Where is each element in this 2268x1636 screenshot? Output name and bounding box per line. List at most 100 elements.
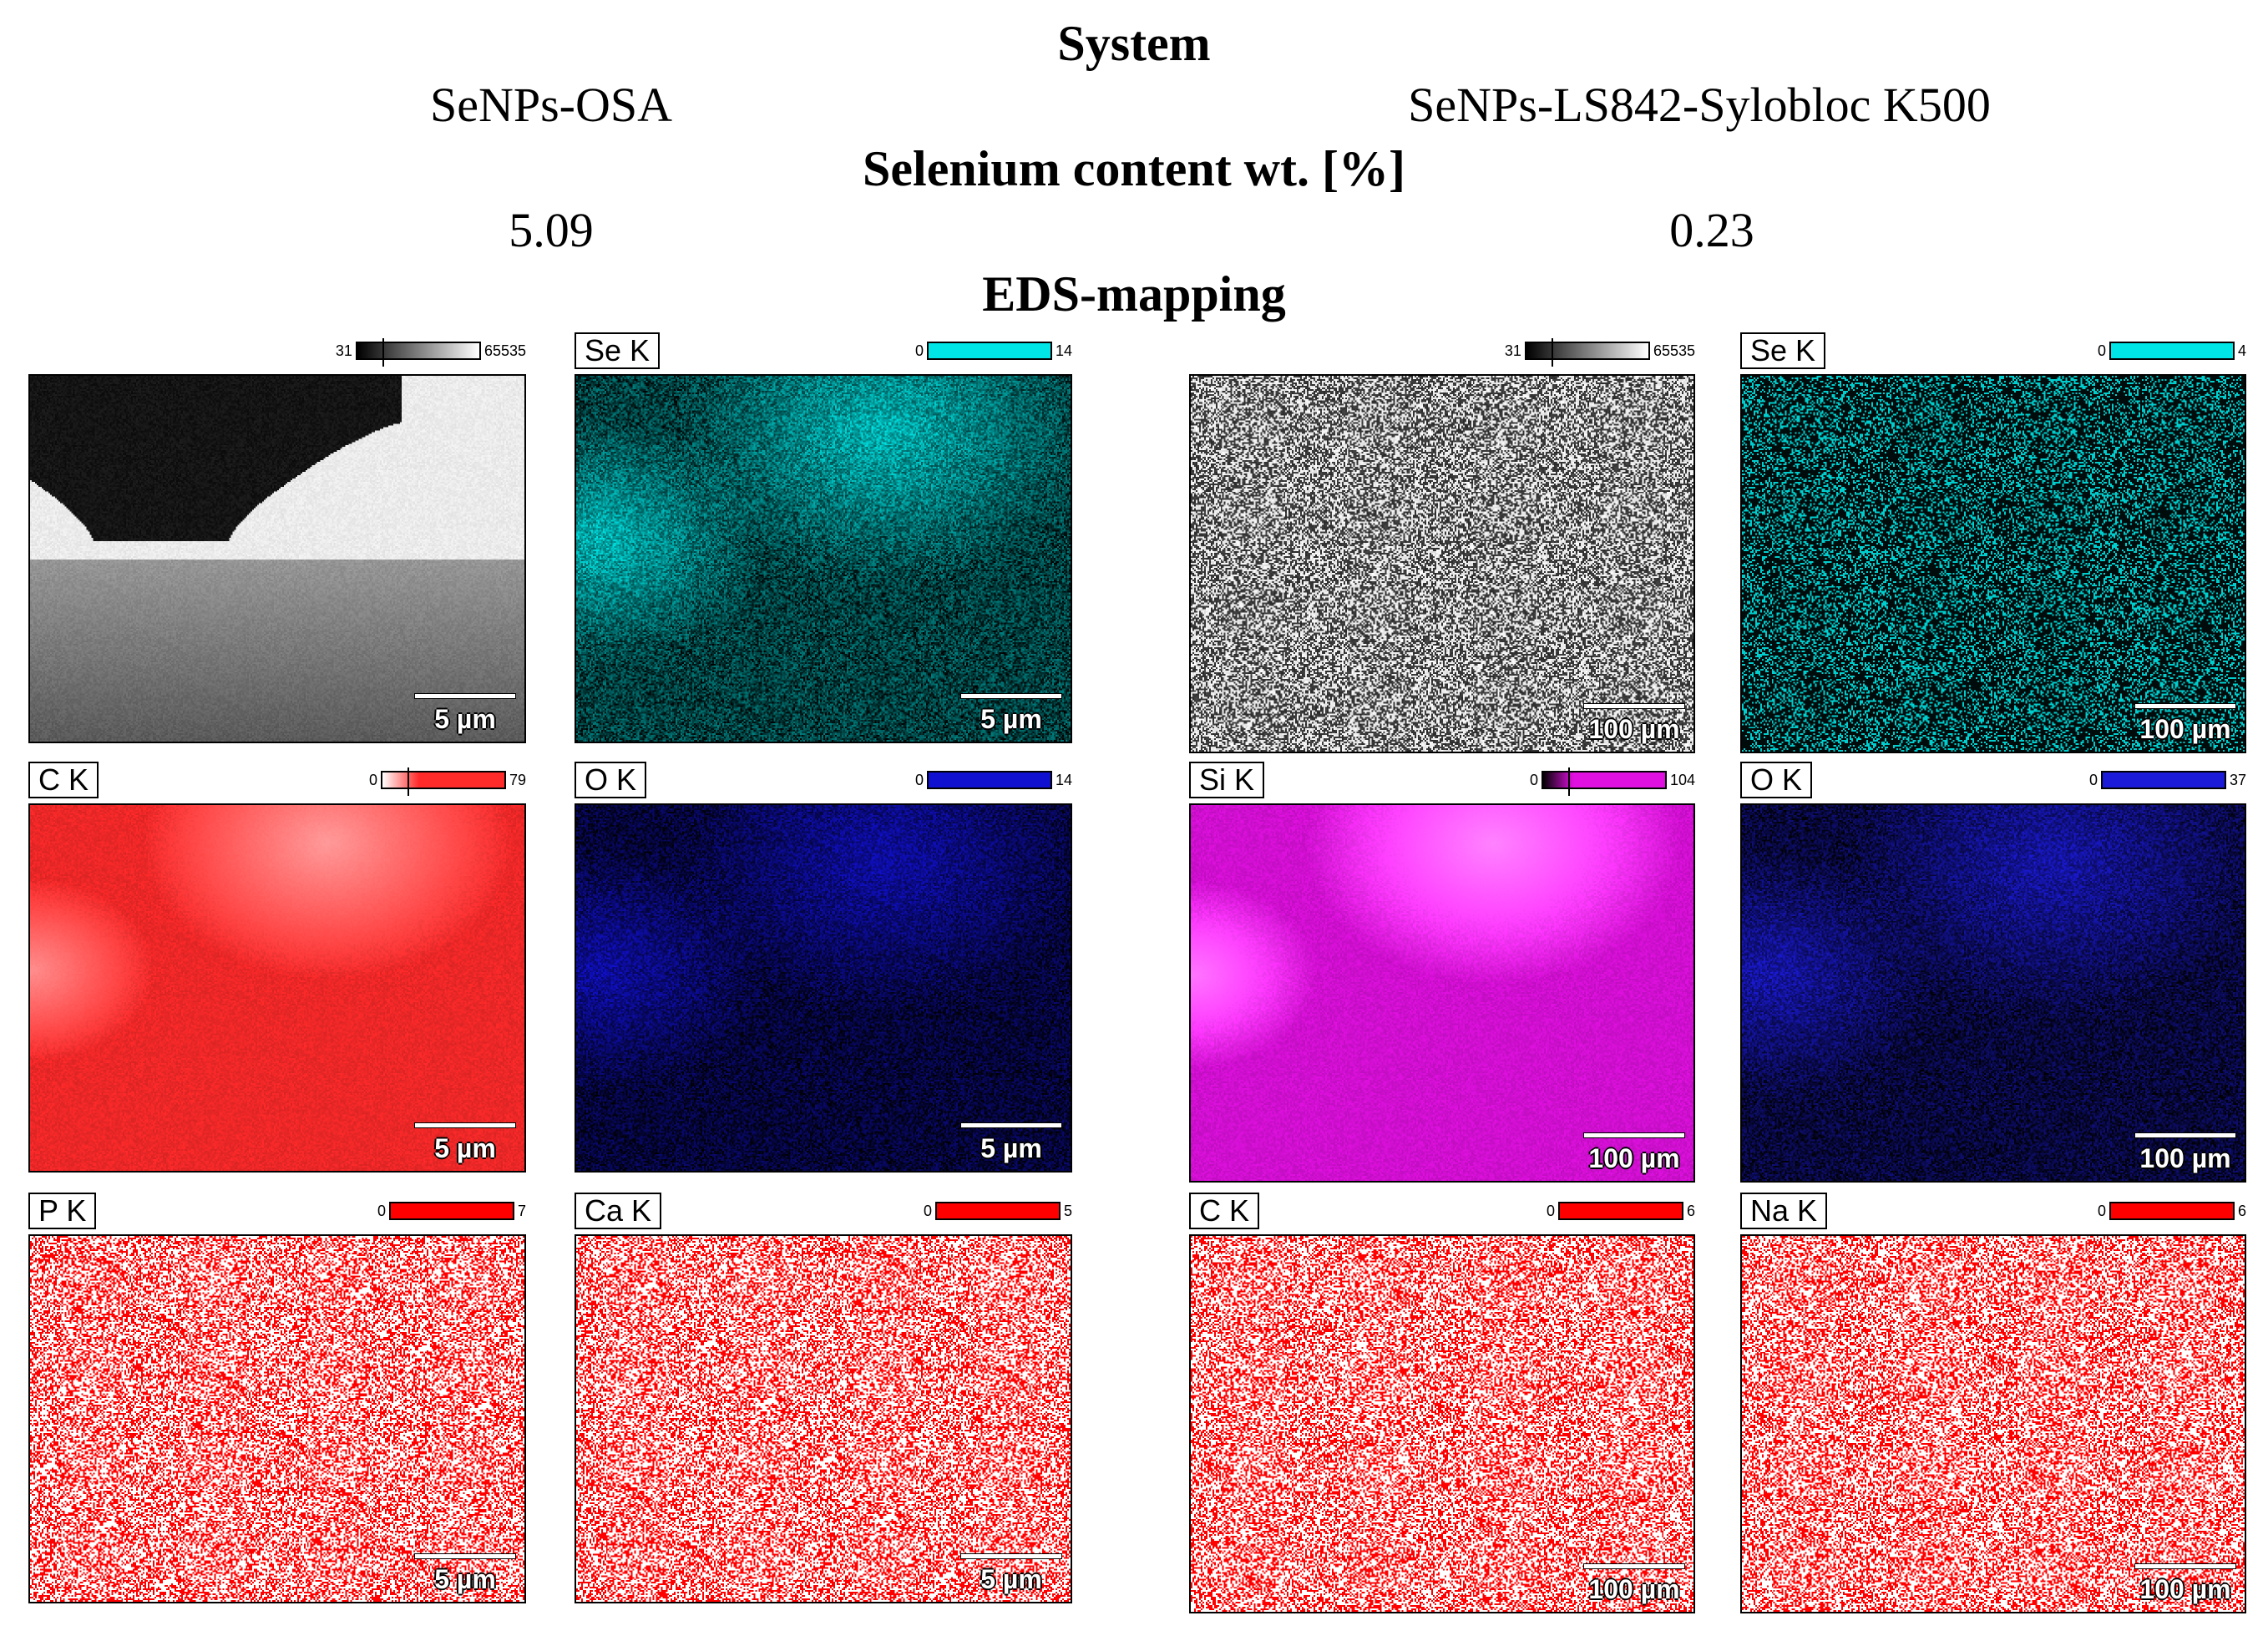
colorbar-min: 31: [335, 342, 352, 359]
colorbar-max: 14: [1055, 771, 1072, 788]
system-name-right: SeNPs-LS842-Sylobloc K500: [1408, 78, 1991, 132]
colorbar-max: 14: [1055, 342, 1072, 359]
intensity-colorbar: 0 14: [915, 339, 1072, 362]
colorbar-min: 0: [1546, 1202, 1555, 1219]
scale-bar: 100 µm: [2134, 1563, 2236, 1605]
scale-bar: 5 µm: [414, 1122, 516, 1164]
colorbar-max: 104: [1669, 771, 1695, 788]
element-label: Ca K: [575, 1193, 662, 1229]
colorbar-min: 0: [1529, 771, 1538, 788]
scale-bar: 100 µm: [1583, 1132, 1685, 1174]
scale-bar-label: 5 µm: [434, 1133, 496, 1163]
system-heading: System: [1057, 16, 1211, 71]
element-map-image: 100 µm: [1740, 1234, 2246, 1613]
scale-bar-label: 100 µm: [2139, 1574, 2231, 1604]
selenium-value-left: 5.09: [509, 203, 594, 257]
colorbar-gradient: [934, 1202, 1061, 1220]
colorbar-max: 4: [2237, 342, 2246, 359]
colorbar-gradient: [1524, 338, 1650, 367]
colorbar-gradient: [2100, 771, 2226, 789]
scale-bar-label: 5 µm: [980, 704, 1042, 734]
scale-bar-label: 5 µm: [980, 1133, 1042, 1163]
eds-panel: Se K 0 14 5 µm: [575, 332, 1072, 743]
colorbar-min: 0: [2088, 771, 2098, 788]
intensity-colorbar: 0 37: [2089, 768, 2246, 792]
eds-panel: C K 0 6 100 µm: [1189, 1193, 1695, 1613]
scale-bar: 100 µm: [2134, 703, 2236, 745]
colorbar-min: 31: [1504, 342, 1521, 359]
selenium-value-right: 0.23: [1669, 203, 1754, 257]
colorbar-gradient: [1541, 767, 1667, 796]
scale-bar: 5 µm: [414, 693, 516, 735]
element-label: O K: [1740, 762, 1813, 798]
colorbar-max: 65535: [483, 342, 526, 359]
scale-bar: 100 µm: [1583, 703, 1685, 745]
colorbar-gradient: [2109, 1202, 2235, 1220]
element-map-image: 5 µm: [575, 803, 1072, 1173]
colorbar-min: 0: [2097, 342, 2106, 359]
colorbar-min: 0: [914, 342, 924, 359]
colorbar-gradient: [388, 1202, 514, 1220]
scale-bar: 5 µm: [960, 693, 1062, 735]
element-label: C K: [28, 762, 99, 798]
eds-panel: Si K 0 104 100 µm: [1189, 762, 1695, 1183]
colorbar-gradient: [1557, 1202, 1683, 1220]
intensity-colorbar: 31 65535: [335, 338, 526, 367]
element-label: Si K: [1189, 762, 1265, 798]
element-map-image: 5 µm: [28, 1234, 526, 1603]
eds-panel: Se K 0 4 100 µm: [1740, 332, 2246, 753]
colorbar-max: 5: [1063, 1202, 1072, 1219]
scale-bar-label: 5 µm: [980, 1564, 1042, 1594]
element-label: C K: [1189, 1193, 1260, 1229]
eds-panel: C K 0 79 5 µm: [28, 762, 526, 1173]
colorbar-max: 6: [1686, 1202, 1695, 1219]
scale-bar: 100 µm: [2134, 1132, 2236, 1174]
scale-bar: 5 µm: [414, 1553, 516, 1595]
colorbar-max: 7: [517, 1202, 526, 1219]
colorbar-gradient: [926, 342, 1052, 360]
eds-panel: 31 65535 5 µm: [28, 332, 526, 743]
colorbar-min: 0: [914, 771, 924, 788]
element-label: O K: [575, 762, 647, 798]
scale-bar: 5 µm: [960, 1122, 1062, 1164]
intensity-colorbar: 0 104: [1529, 767, 1695, 796]
colorbar-gradient: [355, 338, 481, 367]
element-map-image: 5 µm: [575, 1234, 1072, 1603]
system-name-left: SeNPs-OSA: [429, 78, 673, 132]
element-map-image: 100 µm: [1189, 374, 1695, 753]
element-label: Se K: [1740, 332, 1826, 369]
scale-bar-label: 100 µm: [1588, 1143, 1680, 1173]
scale-bar-label: 100 µm: [2139, 714, 2231, 744]
scale-bar-label: 5 µm: [434, 704, 496, 734]
element-map-image: 5 µm: [28, 374, 526, 743]
scale-bar-label: 100 µm: [1588, 1574, 1680, 1604]
intensity-colorbar: 31 65535: [1504, 338, 1695, 367]
eds-panel: O K 0 37 100 µm: [1740, 762, 2246, 1183]
element-map-image: 5 µm: [575, 374, 1072, 743]
colorbar-gradient: [2109, 342, 2235, 360]
intensity-colorbar: 0 79: [369, 767, 526, 796]
element-label: Na K: [1740, 1193, 1828, 1229]
selenium-heading: Selenium content wt. [%]: [863, 141, 1405, 196]
colorbar-max: 65535: [1653, 342, 1695, 359]
colorbar-max: 6: [2237, 1202, 2246, 1219]
scale-bar: 5 µm: [960, 1553, 1062, 1595]
element-label: P K: [28, 1193, 97, 1229]
scale-bar-label: 100 µm: [2139, 1143, 2231, 1173]
element-map-image: 5 µm: [28, 803, 526, 1173]
colorbar-gradient: [926, 771, 1052, 789]
element-map-image: 100 µm: [1189, 1234, 1695, 1613]
colorbar-max: 37: [2229, 771, 2246, 788]
colorbar-max: 79: [509, 771, 526, 788]
eds-panel: Na K 0 6 100 µm: [1740, 1193, 2246, 1613]
eds-panel: O K 0 14 5 µm: [575, 762, 1072, 1173]
element-map-image: 100 µm: [1740, 803, 2246, 1183]
scale-bar-label: 100 µm: [1588, 714, 1680, 744]
eds-mapping-heading: EDS-mapping: [982, 266, 1286, 322]
scale-bar-label: 5 µm: [434, 1564, 496, 1594]
